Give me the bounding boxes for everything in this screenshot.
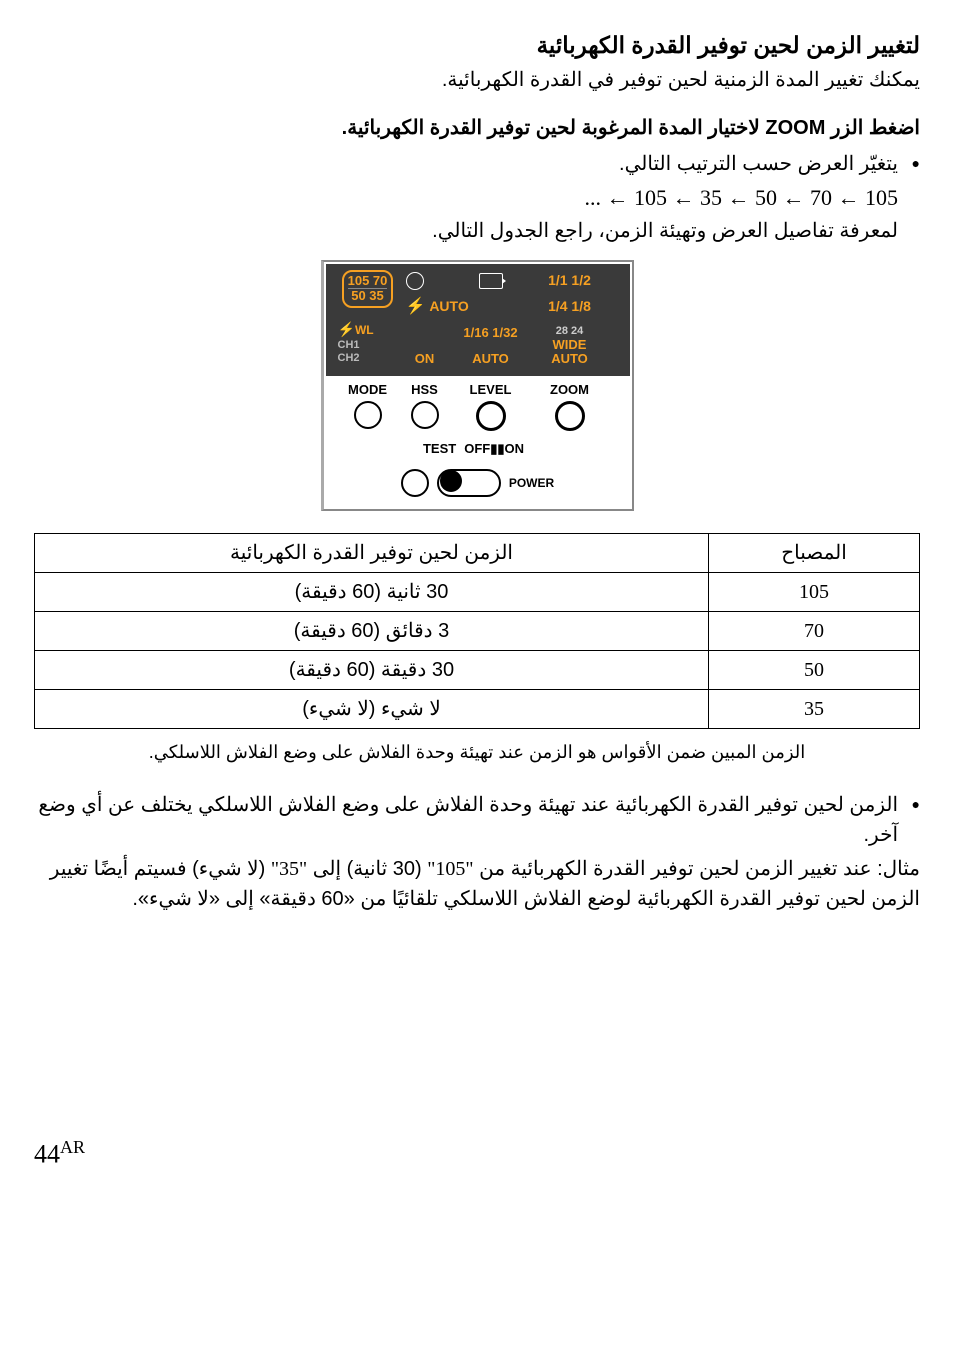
label-hss: HSS [402,380,448,400]
example-line: مثال: عند تغيير الزمن لحين توفير القدرة … [34,854,920,914]
lcd-screen: 1/1 1/2 105 70 50 35 ⚡ AUTO 1/4 1/8 ⚡WL … [326,264,630,376]
label-level: LEVEL [448,380,534,400]
section-heading: لتغيير الزمن لحين توفير القدرة الكهربائي… [34,28,920,63]
zoom-button[interactable] [555,401,585,431]
page-number: 44 [34,1139,60,1168]
label-zoom: ZOOM [534,380,606,400]
zoom-highlight: 105 70 50 35 [342,270,394,308]
mode-button[interactable] [354,401,382,429]
table-note: الزمن المبين ضمن الأقواس هو الزمن عند ته… [34,739,920,766]
label-offon: OFF▮▮ON [464,439,524,459]
time-table: المصباح الزمن لحين توفير القدرة الكهربائ… [34,533,920,729]
sequence-line: ... ← 105 ← 35 ← 50 ← 70 ← 105 [34,181,920,214]
lcd-wl: WL [355,323,374,337]
pill-mid: 50 35 [348,289,388,303]
page-lang: AR [60,1137,85,1157]
recycle-icon [406,272,424,290]
ex-b: (30 ثانية) إلى [307,858,427,880]
th-indicator: المصباح [709,533,920,572]
instruction-pre: اضغط الزر [825,117,920,139]
bolt-icon: ⚡ [406,295,426,319]
label-power: POWER [509,474,554,492]
bolt2-icon: ⚡ [338,321,355,337]
th-time: الزمن لحين توفير القدرة الكهربائية [35,533,709,572]
lcd-1-3: 1/1 1/2 [534,270,606,292]
lcd-auto3: AUTO [534,348,606,370]
cell-time: 30 دقيقة (60 دقيقة) [35,650,709,689]
page-footer: 44AR [34,1134,920,1174]
cell-time: 3 دقائق (60 دقيقة) [35,611,709,650]
instruction-post: لاختيار المدة المرغوبة لحين توفير القدرة… [342,117,766,139]
lcd-auto2: AUTO [448,348,534,370]
table-row: 35 لا شيء (لا شيء) [35,689,920,728]
test-button[interactable] [401,469,429,497]
lcd-2824: 28 24 [556,325,584,337]
cell-ind: 70 [709,611,920,650]
device-panel: 1/1 1/2 105 70 50 35 ⚡ AUTO 1/4 1/8 ⚡WL … [321,260,634,511]
cell-time: لا شيء (لا شيء) [35,689,709,728]
after-sequence: لمعرفة تفاصيل العرض وتهيئة الزمن، راجع ا… [34,216,920,246]
q35: "35" [271,858,307,880]
card-icon [479,273,503,289]
ex-a: مثال: عند تغيير الزمن لحين توفير القدرة … [474,858,920,880]
instruction-line: اضغط الزر ZOOM لاختيار المدة المرغوبة لح… [34,113,920,143]
cell-time: 30 ثانية (60 دقيقة) [35,572,709,611]
level-button[interactable] [476,401,506,431]
hss-button[interactable] [411,401,439,429]
pill-top: 105 70 [348,274,388,289]
cell-ind: 105 [709,572,920,611]
cell-ind: 50 [709,650,920,689]
table-row: 70 3 دقائق (60 دقيقة) [35,611,920,650]
table-row: 105 30 ثانية (60 دقيقة) [35,572,920,611]
power-switch[interactable] [437,469,501,497]
bullet-2: الزمن لحين توفير القدرة الكهربائية عند ت… [34,790,920,850]
section-sub: يمكنك تغيير المدة الزمنية لحين توفير في … [34,65,920,95]
button-labels: MODE HSS LEVEL ZOOM [326,376,630,440]
cell-ind: 35 [709,689,920,728]
lcd-3-3: 1/16 1/32 [448,322,534,344]
table-row: 50 30 دقيقة (60 دقيقة) [35,650,920,689]
label-mode: MODE [334,380,402,400]
lower-bar: TEST OFF▮▮ON [326,439,630,469]
label-test: TEST [423,439,456,459]
q105: "105" [427,858,473,880]
lcd-ch2: CH2 [334,348,402,370]
bullet-1: يتغيّر العرض حسب الترتيب التالي. [34,149,920,179]
zoom-word: ZOOM [765,117,825,139]
lcd-on: ON [402,348,448,370]
lcd-2-3: 1/4 1/8 [534,296,606,318]
